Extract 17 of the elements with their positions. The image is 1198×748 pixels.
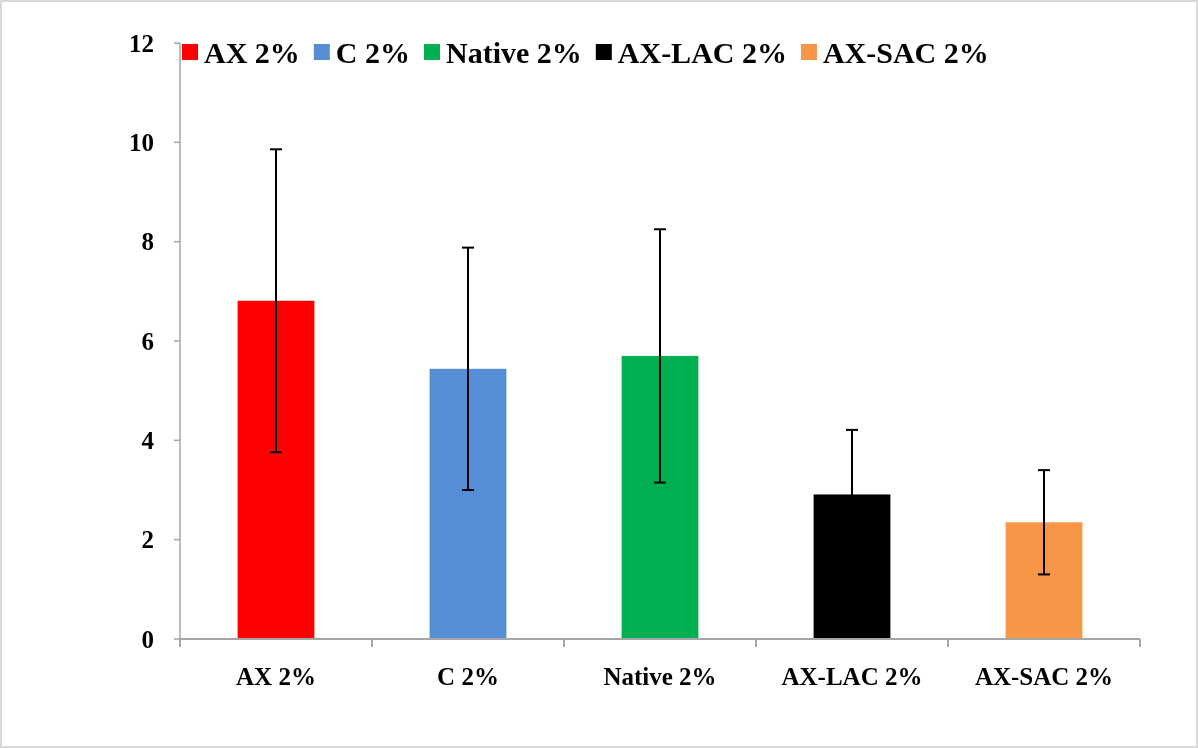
- x-tick-label: Native 2%: [603, 663, 717, 690]
- y-tick-label: 4: [141, 427, 155, 455]
- y-tick-label: 0: [141, 625, 154, 653]
- legend-label: C 2%: [335, 35, 410, 69]
- x-tick-label: C 2%: [437, 663, 499, 690]
- y-tick-label: 12: [129, 29, 154, 57]
- legend-label: AX-LAC 2%: [617, 35, 787, 69]
- legend-label: AX 2%: [204, 35, 300, 69]
- y-tick-label: 8: [141, 228, 154, 256]
- y-tick-label: 2: [141, 526, 154, 554]
- legend-label: Native 2%: [446, 35, 582, 69]
- x-tick-label: AX-SAC 2%: [974, 663, 1114, 690]
- x-tick-label: AX 2%: [236, 663, 316, 690]
- x-tick-label: AX-LAC 2%: [781, 663, 923, 690]
- y-tick-label: 10: [129, 129, 154, 157]
- legend-label: AX-SAC 2%: [822, 35, 989, 69]
- y-tick-label: 6: [141, 327, 154, 355]
